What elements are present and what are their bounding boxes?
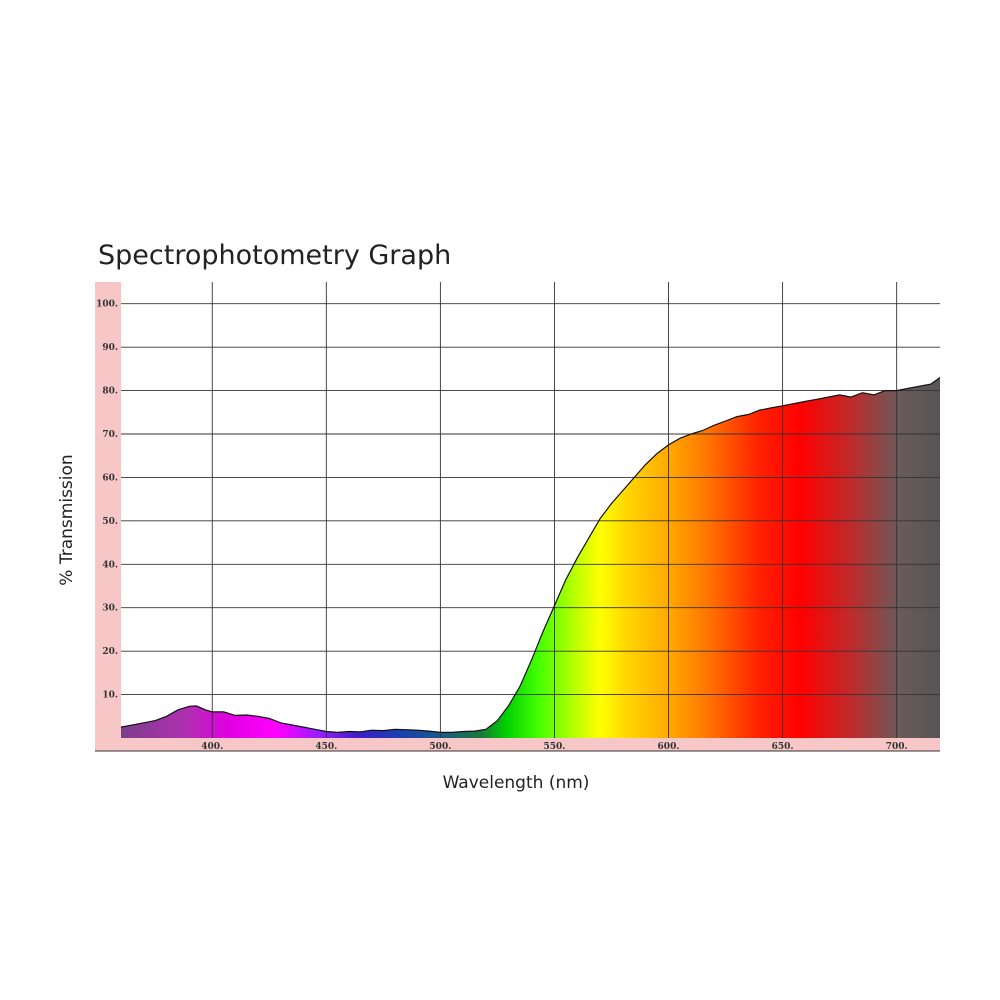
x-tick-label: 600. — [658, 742, 680, 752]
transmission-area — [121, 377, 940, 738]
plot-frame-bottom — [95, 738, 940, 751]
x-tick-label: 700. — [886, 742, 908, 752]
y-tick-labels: 10. 20. 30. 40. 50. 60. 70. 80. 90. 100. — [96, 300, 118, 701]
y-tick-label: 50. — [102, 517, 118, 527]
transmission-curve — [120, 377, 941, 734]
x-tick-label: 400. — [201, 742, 223, 752]
y-axis-label: % Transmission — [57, 454, 77, 585]
x-tick-label: 500. — [429, 742, 451, 752]
x-tick-label: 550. — [543, 742, 565, 752]
y-tick-label: 30. — [102, 604, 118, 614]
y-tick-label: 100. — [96, 300, 118, 310]
y-tick-label: 20. — [102, 647, 118, 657]
x-axis-label: Wavelength (nm) — [443, 773, 590, 793]
y-tick-label: 40. — [102, 560, 118, 570]
x-tick-labels: 400. 450. 500. 550. 600. 650. 700. — [201, 742, 907, 752]
chart-title: Spectrophotometry Graph — [98, 240, 451, 271]
x-tick-label: 650. — [772, 742, 794, 752]
grid-lines — [121, 282, 940, 738]
y-tick-label: 90. — [102, 343, 118, 353]
y-tick-label: 10. — [102, 691, 118, 701]
plot-frame-left — [95, 282, 121, 751]
x-tick-label: 450. — [315, 742, 337, 752]
y-tick-label: 80. — [102, 387, 118, 397]
y-tick-label: 70. — [102, 430, 118, 440]
y-tick-label: 60. — [102, 473, 118, 483]
